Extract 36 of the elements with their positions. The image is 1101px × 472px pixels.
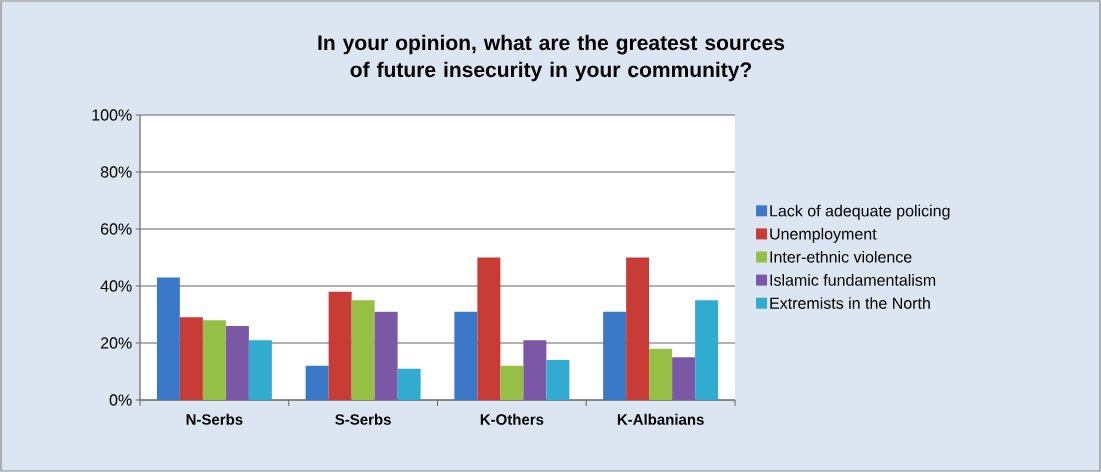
bar — [248, 340, 272, 400]
bar — [225, 325, 249, 400]
legend-label: Lack of adequate policing — [770, 204, 950, 220]
bar — [546, 360, 570, 400]
bar — [695, 300, 719, 400]
bar — [305, 365, 329, 400]
bar — [672, 357, 696, 400]
chart-title: In your opinion, what are the greatest sources of future insecurity in your community? — [318, 34, 785, 82]
y-tick-label: 100% — [92, 109, 132, 121]
x-tick-label: S-Serbs — [335, 413, 391, 425]
legend-label: Inter-ethnic violence — [770, 250, 912, 263]
bar — [351, 300, 375, 400]
bar — [649, 348, 673, 400]
legend-label: Extremists in the North — [770, 297, 930, 309]
bar — [397, 368, 421, 400]
legend-label: Unemployment — [770, 227, 877, 243]
bar — [328, 291, 352, 400]
legend-label: Islamic fundamentalism — [770, 274, 936, 286]
y-tick-label: 40% — [100, 280, 132, 292]
bar — [374, 311, 398, 400]
bar — [477, 257, 501, 400]
x-tick-label: K-Others — [480, 413, 544, 425]
x-tick-label: K-Albanians — [617, 413, 704, 425]
bar — [156, 277, 180, 400]
bar — [500, 365, 524, 400]
y-tick-label: 80% — [100, 166, 132, 178]
y-tick-label: 60% — [100, 223, 132, 235]
bar — [523, 340, 547, 400]
bar — [626, 257, 650, 400]
y-tick-label: 0% — [109, 394, 132, 406]
bar — [454, 311, 478, 400]
bar — [603, 311, 627, 400]
bar — [202, 320, 226, 400]
y-tick-label: 20% — [100, 337, 132, 349]
x-tick-label: N-Serbs — [186, 413, 243, 425]
bar — [179, 317, 203, 400]
